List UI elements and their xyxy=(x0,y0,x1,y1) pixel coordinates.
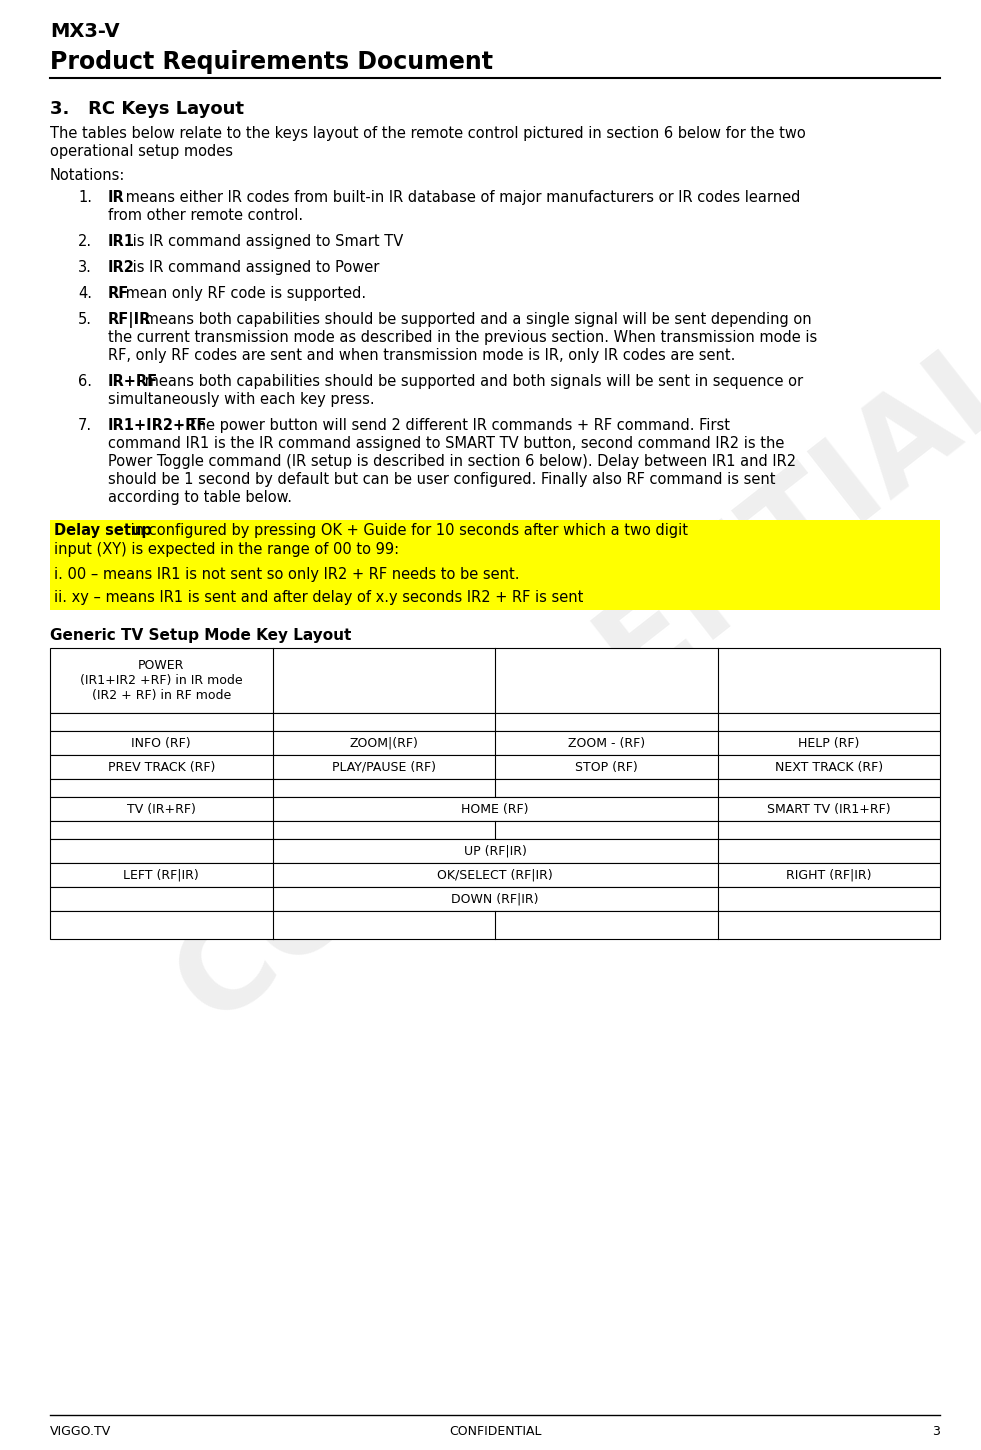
Text: in configured by pressing OK + Guide for 10 seconds after which a two digit: in configured by pressing OK + Guide for… xyxy=(126,523,688,538)
Bar xyxy=(50,587,940,610)
Bar xyxy=(50,863,940,887)
Text: means either IR codes from built-in IR database of major manufacturers or IR cod: means either IR codes from built-in IR d… xyxy=(121,190,800,204)
Text: RF: RF xyxy=(108,286,129,302)
Text: NEXT TRACK (RF): NEXT TRACK (RF) xyxy=(775,760,883,773)
Text: INFO (RF): INFO (RF) xyxy=(131,737,191,750)
Text: 5.: 5. xyxy=(78,312,92,328)
Text: is IR command assigned to Power: is IR command assigned to Power xyxy=(128,260,379,276)
Text: means both capabilities should be supported and both signals will be sent in seq: means both capabilities should be suppor… xyxy=(140,374,803,389)
Text: 4.: 4. xyxy=(78,286,92,302)
Text: IR2: IR2 xyxy=(108,260,134,276)
Bar xyxy=(50,798,940,821)
Text: mean only RF code is supported.: mean only RF code is supported. xyxy=(121,286,366,302)
Text: DOWN (RF|IR): DOWN (RF|IR) xyxy=(451,893,539,905)
Text: from other remote control.: from other remote control. xyxy=(108,207,303,223)
Bar xyxy=(50,911,940,940)
Text: input (XY) is expected in the range of 00 to 99:: input (XY) is expected in the range of 0… xyxy=(54,542,399,557)
Text: 3.: 3. xyxy=(78,260,92,276)
Text: command IR1 is the IR command assigned to SMART TV button, second command IR2 is: command IR1 is the IR command assigned t… xyxy=(108,436,785,451)
Text: should be 1 second by default but can be user configured. Finally also RF comman: should be 1 second by default but can be… xyxy=(108,473,776,487)
Text: PREV TRACK (RF): PREV TRACK (RF) xyxy=(108,760,215,773)
Bar xyxy=(50,887,940,911)
Text: 1.: 1. xyxy=(78,190,92,204)
Text: Delay setup: Delay setup xyxy=(54,523,152,538)
Text: RF|IR: RF|IR xyxy=(108,312,151,328)
Text: 3: 3 xyxy=(932,1425,940,1438)
Bar xyxy=(50,731,940,755)
Text: 6.: 6. xyxy=(78,374,92,389)
Text: 2.: 2. xyxy=(78,233,92,249)
Text: the current transmission mode as described in the previous section. When transmi: the current transmission mode as describ… xyxy=(108,331,817,345)
Text: Power Toggle command (IR setup is described in section 6 below). Delay between I: Power Toggle command (IR setup is descri… xyxy=(108,454,797,468)
Text: 3.   RC Keys Layout: 3. RC Keys Layout xyxy=(50,100,244,117)
Text: SMART TV (IR1+RF): SMART TV (IR1+RF) xyxy=(767,802,891,815)
Bar xyxy=(50,713,940,731)
Bar xyxy=(50,564,940,587)
Text: ZOOM - (RF): ZOOM - (RF) xyxy=(568,737,645,750)
Text: IR1: IR1 xyxy=(108,233,135,249)
Bar xyxy=(50,648,940,713)
Text: VIGGO.TV: VIGGO.TV xyxy=(50,1425,111,1438)
Text: is IR command assigned to Smart TV: is IR command assigned to Smart TV xyxy=(128,233,403,249)
Text: RIGHT (RF|IR): RIGHT (RF|IR) xyxy=(786,869,871,882)
Text: STOP (RF): STOP (RF) xyxy=(575,760,638,773)
Text: Product Requirements Document: Product Requirements Document xyxy=(50,49,493,74)
Text: IR1+IR2+RF: IR1+IR2+RF xyxy=(108,418,207,434)
Text: CONFIDENTIAL: CONFIDENTIAL xyxy=(448,1425,542,1438)
Text: 7.: 7. xyxy=(78,418,92,434)
Text: according to table below.: according to table below. xyxy=(108,490,292,505)
Text: IR: IR xyxy=(108,190,125,204)
Bar xyxy=(50,840,940,863)
Text: ZOOM|(RF): ZOOM|(RF) xyxy=(349,737,418,750)
Text: Notations:: Notations: xyxy=(50,168,126,183)
Text: OK/SELECT (RF|IR): OK/SELECT (RF|IR) xyxy=(438,869,553,882)
Text: HOME (RF): HOME (RF) xyxy=(461,802,529,815)
Text: - The power button will send 2 different IR commands + RF command. First: - The power button will send 2 different… xyxy=(173,418,730,434)
Text: means both capabilities should be supported and a single signal will be sent dep: means both capabilities should be suppor… xyxy=(140,312,812,328)
Text: RF, only RF codes are sent and when transmission mode is IR, only IR codes are s: RF, only RF codes are sent and when tran… xyxy=(108,348,736,362)
Text: ii. xy – means IR1 is sent and after delay of x.y seconds IR2 + RF is sent: ii. xy – means IR1 is sent and after del… xyxy=(54,590,584,605)
Text: MX3-V: MX3-V xyxy=(50,22,120,41)
Text: HELP (RF): HELP (RF) xyxy=(799,737,859,750)
Bar xyxy=(50,755,940,779)
Text: i. 00 – means IR1 is not sent so only IR2 + RF needs to be sent.: i. 00 – means IR1 is not sent so only IR… xyxy=(54,567,520,581)
Bar xyxy=(50,821,940,840)
Text: TV (IR+RF): TV (IR+RF) xyxy=(127,802,195,815)
Text: UP (RF|IR): UP (RF|IR) xyxy=(464,844,527,857)
Text: The tables below relate to the keys layout of the remote control pictured in sec: The tables below relate to the keys layo… xyxy=(50,126,805,141)
Text: Generic TV Setup Mode Key Layout: Generic TV Setup Mode Key Layout xyxy=(50,628,351,642)
Text: LEFT (RF|IR): LEFT (RF|IR) xyxy=(124,869,199,882)
Text: PLAY/PAUSE (RF): PLAY/PAUSE (RF) xyxy=(332,760,436,773)
Text: IR+RF: IR+RF xyxy=(108,374,158,389)
Text: POWER
(IR1+IR2 +RF) in IR mode
(IR2 + RF) in RF mode: POWER (IR1+IR2 +RF) in IR mode (IR2 + RF… xyxy=(79,658,242,702)
Bar xyxy=(50,521,940,564)
Text: CONFIDENTIAL: CONFIDENTIAL xyxy=(154,313,981,1047)
Text: operational setup modes: operational setup modes xyxy=(50,144,233,160)
Text: simultaneously with each key press.: simultaneously with each key press. xyxy=(108,392,375,407)
Bar xyxy=(50,779,940,798)
